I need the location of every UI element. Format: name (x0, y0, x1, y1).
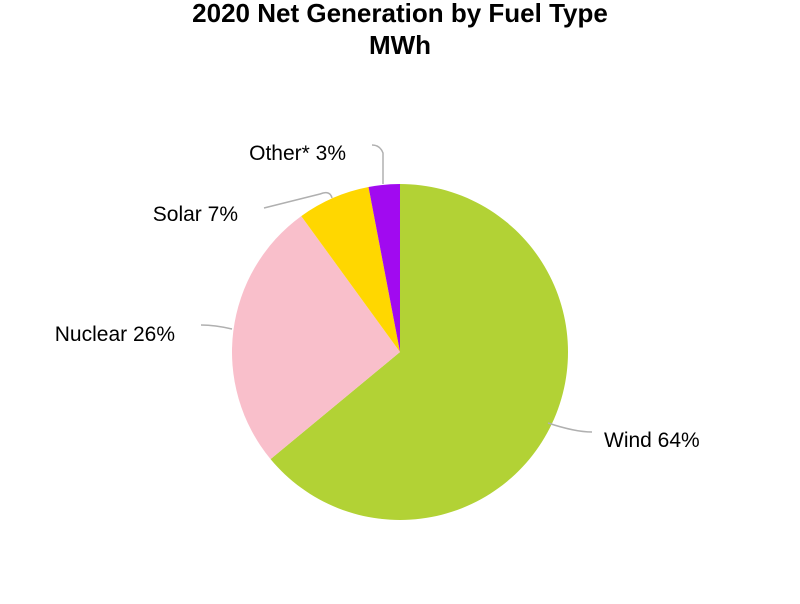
pie-slice-other (368, 184, 400, 352)
data-label-wind: Wind 64% (604, 429, 700, 452)
leader-line-wind (547, 422, 593, 433)
chart-title-block: 2020 Net Generation by Fuel Type MWh (0, 0, 800, 61)
data-label-other: Other* 3% (249, 142, 346, 165)
pie-slice-nuclear (232, 216, 400, 460)
pie-slices (232, 184, 569, 520)
chart-subtitle: MWh (368, 30, 432, 60)
chart-title: 2020 Net Generation by Fuel Type (192, 0, 608, 28)
leader-line-other (371, 144, 384, 184)
data-label-solar: Solar 7% (153, 203, 238, 226)
data-labels: Wind 64% Nuclear 26% Solar 7% Other* 3% (55, 142, 700, 452)
leader-lines (200, 144, 593, 433)
leader-line-nuclear (200, 324, 233, 330)
pie-slice-wind (270, 184, 569, 520)
data-label-nuclear: Nuclear 26% (55, 323, 175, 346)
leader-line-solar (263, 191, 333, 209)
pie-slice-solar (301, 186, 400, 352)
